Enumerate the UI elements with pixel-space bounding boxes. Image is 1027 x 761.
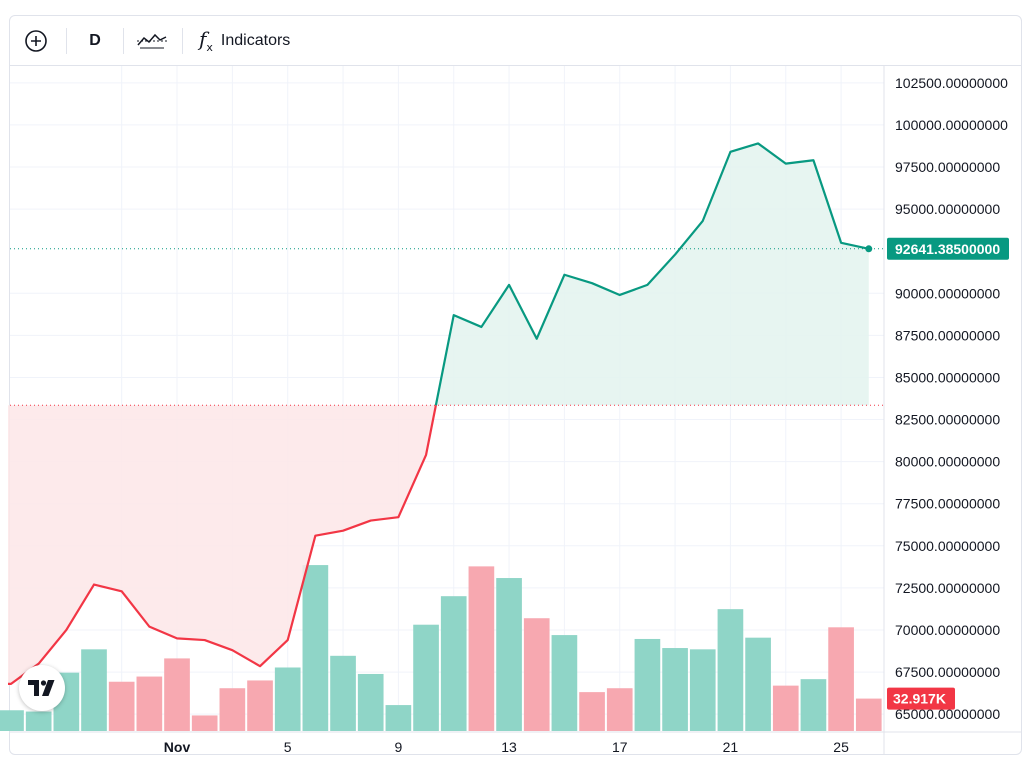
indicators-button[interactable]: fx Indicators [193, 24, 298, 58]
tradingview-logo-icon[interactable] [19, 665, 65, 711]
volume-bar [440, 596, 467, 731]
volume-bar [0, 710, 24, 731]
volume-bar [772, 685, 799, 731]
time-tick-label: 17 [612, 739, 628, 755]
price-tick-label: 67500.00000000 [895, 664, 1000, 680]
volume-bar [496, 578, 522, 731]
price-axis[interactable]: 102500.00000000 100000.00000000 97500.0000… [895, 75, 1008, 722]
time-tick-label: 9 [394, 739, 402, 755]
volume-bars [0, 565, 882, 731]
baseline-fill-down [8, 405, 436, 684]
volume-bar [745, 637, 771, 731]
interval-button[interactable]: D [89, 31, 101, 49]
price-tick-label: 77500.00000000 [895, 496, 1000, 512]
price-line-up [434, 142, 870, 406]
plus-circle-icon[interactable] [14, 24, 58, 58]
volume-bar [855, 698, 882, 731]
volume-bar [551, 635, 578, 731]
price-tick-label: 65000.00000000 [895, 706, 1000, 722]
price-tick-label: 72500.00000000 [895, 580, 1000, 596]
indicators-label: Indicators [220, 31, 291, 49]
volume-bar [274, 667, 301, 731]
fx-icon: fx [199, 27, 213, 54]
price-tick-label: 70000.00000000 [895, 622, 1000, 638]
time-tick-label: 13 [501, 739, 517, 755]
price-tick-label: 87500.00000000 [895, 327, 1000, 343]
toolbar-separator [182, 27, 183, 54]
price-tick-label: 82500.00000000 [895, 412, 1000, 428]
volume-bar [634, 638, 661, 731]
baseline-chart-icon-glyph [137, 33, 167, 48]
tradingview-logo-glyph [28, 680, 55, 696]
volume-bar [108, 681, 135, 731]
last-volume-label: 32.917K [893, 691, 946, 707]
volume-bar [800, 679, 827, 731]
volume-bar [662, 648, 688, 731]
axis-badges: 92641.38500000 32.917K [887, 237, 1009, 710]
volume-bar [302, 565, 329, 731]
baseline-fill [8, 143, 869, 684]
time-axis[interactable]: Nov 5 9 13 17 21 25 [164, 739, 849, 755]
time-tick-label: 21 [723, 739, 739, 755]
volume-bar [606, 688, 633, 731]
time-tick-label: 25 [833, 739, 849, 755]
volume-bar [81, 649, 107, 731]
price-tick-label: 90000.00000000 [895, 285, 1000, 301]
price-tick-label: 102500.00000000 [895, 75, 1008, 91]
price-tick-label: 85000.00000000 [895, 369, 1000, 385]
volume-bar [357, 673, 384, 731]
volume-bar [330, 655, 356, 731]
volume-bar [717, 609, 744, 731]
last-price-marker [865, 245, 873, 253]
toolbar-separator [123, 27, 124, 54]
time-tick-label: Nov [164, 739, 191, 755]
price-tick-label: 97500.00000000 [895, 159, 1000, 175]
price-line [8, 142, 884, 685]
volume-bar [689, 649, 716, 731]
volume-bar [385, 705, 412, 731]
volume-bar [579, 692, 605, 731]
baseline-chart-icon[interactable] [130, 24, 174, 58]
price-line-down [8, 405, 437, 685]
baseline-fill-up [435, 143, 869, 406]
price-tick-label: 100000.00000000 [895, 117, 1008, 133]
last-price-label: 92641.38500000 [895, 241, 1000, 257]
time-tick-label: 5 [284, 739, 292, 755]
toolbar-separator [66, 27, 67, 54]
volume-bar [247, 680, 273, 731]
price-tick-label: 95000.00000000 [895, 201, 1000, 217]
price-tick-label: 80000.00000000 [895, 454, 1000, 470]
volume-bar [164, 658, 190, 731]
plus-circle-icon-glyph [25, 29, 47, 52]
volume-bar [25, 711, 52, 731]
price-tick-label: 75000.00000000 [895, 538, 1000, 554]
volume-bar [468, 566, 495, 731]
chart-toolbar: D fx Indicators [10, 16, 1021, 66]
volume-bar [828, 627, 854, 731]
volume-bar [523, 618, 550, 731]
last-price-badge [887, 237, 1009, 260]
volume-bar [136, 676, 163, 731]
volume-bar [191, 715, 218, 731]
volume-bar [413, 624, 439, 731]
volume-bar [219, 688, 246, 731]
last-volume-badge [887, 687, 955, 710]
